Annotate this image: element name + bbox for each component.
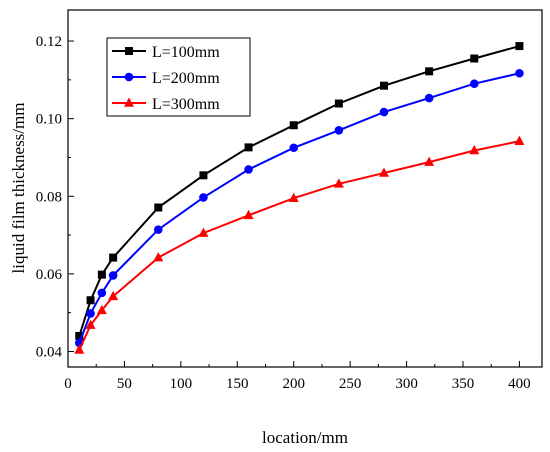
data-point xyxy=(75,331,84,340)
legend-entry: L=300mm xyxy=(112,96,220,113)
data-point xyxy=(108,271,118,280)
data-point xyxy=(244,143,253,152)
series-3 xyxy=(74,135,525,354)
data-point xyxy=(288,192,299,203)
legend-label: L=300mm xyxy=(152,96,220,113)
data-point xyxy=(470,54,479,63)
data-point xyxy=(198,227,209,237)
x-tick-label: 200 xyxy=(282,376,305,392)
series-line xyxy=(78,140,520,351)
data-point xyxy=(469,144,480,155)
data-point xyxy=(199,171,208,180)
data-point xyxy=(154,203,163,212)
plot-frame xyxy=(67,9,543,368)
x-tick-label: 150 xyxy=(226,376,249,392)
data-point xyxy=(380,81,388,90)
data-point xyxy=(515,68,524,78)
data-point xyxy=(289,143,299,153)
data-point xyxy=(109,253,118,262)
data-point xyxy=(96,304,107,315)
data-point xyxy=(74,344,85,354)
data-point xyxy=(469,79,479,89)
x-tick-label: 100 xyxy=(170,376,193,392)
data-point xyxy=(244,165,253,174)
data-point xyxy=(85,319,96,329)
x-axis-title: location/mm xyxy=(262,428,348,447)
legend-entry: L=200mm xyxy=(112,70,220,87)
x-tick-label: 0 xyxy=(64,376,72,392)
legend-label: L=100mm xyxy=(152,44,220,61)
legend: L=100mm L=200mm L=300mm xyxy=(106,37,251,117)
x-tick-label: 250 xyxy=(339,376,362,392)
legend-swatch-marker xyxy=(125,47,133,55)
y-tick-label: 0.12 xyxy=(36,34,62,50)
data-point xyxy=(333,178,344,188)
legend-label: L=200mm xyxy=(152,70,220,87)
data-point xyxy=(334,99,343,108)
data-point xyxy=(289,121,298,130)
series-2 xyxy=(74,68,524,348)
data-point xyxy=(108,290,119,301)
data-point xyxy=(425,67,434,76)
data-point xyxy=(97,270,106,279)
axis-ticks: 0 50 100 150 200 250 300 350 400 0.04 0.06 0.08 0.10… xyxy=(36,34,531,392)
y-tick-label: 0.06 xyxy=(36,267,63,283)
data-point xyxy=(379,167,389,177)
data-point xyxy=(379,107,389,117)
series-1 xyxy=(75,42,524,340)
x-tick-label: 400 xyxy=(508,376,531,392)
data-point xyxy=(334,125,344,135)
legend-swatch-marker xyxy=(124,72,134,82)
y-tick-label: 0.08 xyxy=(36,189,62,205)
data-point xyxy=(86,309,95,318)
x-tick-label: 350 xyxy=(452,376,475,392)
series-layer xyxy=(74,42,525,354)
data-point xyxy=(153,252,164,262)
data-point xyxy=(514,135,525,145)
data-point xyxy=(199,193,208,202)
x-tick-label: 50 xyxy=(117,376,132,392)
data-point xyxy=(243,209,254,220)
data-point xyxy=(424,156,435,166)
x-tick-label: 300 xyxy=(395,376,418,392)
data-point xyxy=(97,288,107,298)
legend-swatch-marker xyxy=(124,97,134,107)
data-point xyxy=(86,296,95,305)
legend-entry: L=100mm xyxy=(112,44,220,61)
y-tick-label: 0.04 xyxy=(36,344,63,360)
data-point xyxy=(424,93,434,103)
data-point xyxy=(515,42,524,51)
data-point xyxy=(153,225,163,234)
y-tick-label: 0.10 xyxy=(36,112,62,128)
y-axis-title: liquid film thickness/mm xyxy=(9,103,28,274)
